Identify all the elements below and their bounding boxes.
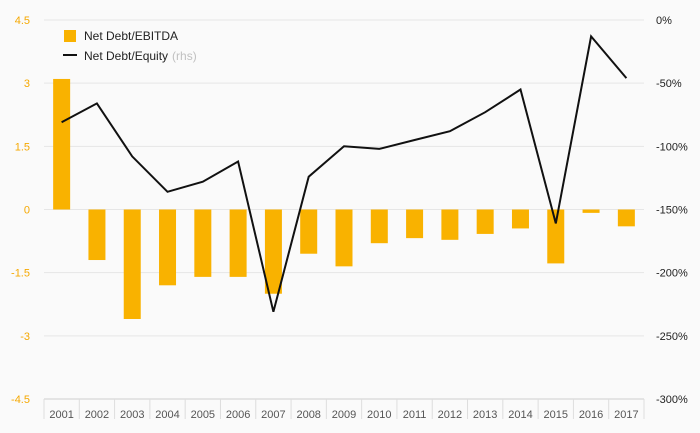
legend-label-equity: Net Debt/Equity — [84, 49, 168, 63]
x-tick-label: 2013 — [473, 409, 497, 421]
y-right-tick-label: -150% — [656, 205, 688, 217]
x-tick-label: 2008 — [296, 409, 320, 421]
y-right-tick-label: -250% — [656, 331, 688, 343]
y-left-tick-label: 0 — [24, 205, 30, 217]
x-tick-label: 2010 — [367, 409, 391, 421]
legend-bar-swatch — [64, 30, 76, 42]
y-right-tick-label: 0% — [656, 15, 672, 27]
axis-layer: 4.5 3 1.5 0 -1.5 -3 -4.5 0% -50% -100% -150% -200% -… — [11, 15, 688, 421]
bar-2015 — [547, 209, 565, 264]
x-tick-label: 2007 — [261, 409, 285, 421]
bar-layer — [53, 78, 635, 319]
y-right-tick-label: -300% — [656, 394, 688, 406]
bar-2003 — [123, 209, 141, 319]
legend-label-ebitda: Net Debt/EBITDA — [84, 29, 178, 43]
x-tick-label: 2004 — [155, 409, 179, 421]
x-tick-label: 2009 — [332, 409, 356, 421]
x-tick-label: 2011 — [403, 409, 427, 421]
bar-2005 — [194, 209, 212, 277]
x-tick-label: 2006 — [226, 409, 250, 421]
legend-label-equity-group: Net Debt/Equity (rhs) — [84, 49, 197, 63]
legend-note-rhs: (rhs) — [172, 49, 197, 63]
y-left-tick-label: 1.5 — [15, 141, 30, 153]
bar-2012 — [441, 209, 459, 240]
bar-2010 — [370, 209, 388, 244]
x-tick-label: 2016 — [579, 409, 603, 421]
bar-2011 — [406, 209, 424, 239]
legend: Net Debt/EBITDA Net Debt/Equity (rhs) — [63, 29, 197, 63]
y-right-tick-label: -200% — [656, 268, 688, 280]
bar-2009 — [335, 209, 353, 267]
bar-2006 — [229, 209, 247, 277]
bar-2013 — [476, 209, 494, 234]
y-right-tick-label: -50% — [656, 78, 682, 90]
x-tick-label: 2017 — [614, 409, 638, 421]
x-tick-label: 2003 — [120, 409, 144, 421]
bar-2002 — [88, 209, 106, 261]
y-left-tick-label: -3 — [20, 331, 30, 343]
x-tick-label: 2015 — [544, 409, 568, 421]
bar-2014 — [511, 209, 529, 229]
bar-2017 — [617, 209, 635, 227]
y-left-tick-label: -4.5 — [11, 394, 30, 406]
y-right-tick-label: -100% — [656, 141, 688, 153]
y-left-tick-label: 3 — [24, 78, 30, 90]
x-tick-label: 2012 — [438, 409, 462, 421]
x-tick-label: 2005 — [191, 409, 215, 421]
y-left-tick-label: -1.5 — [11, 268, 30, 280]
line-net-debt-equity — [61, 34, 628, 313]
bar-2007 — [264, 209, 282, 294]
bar-2016 — [582, 209, 600, 213]
x-tick-label: 2001 — [49, 409, 73, 421]
y-left-tick-label: 4.5 — [15, 15, 30, 27]
x-tick-label: 2014 — [508, 409, 532, 421]
x-tick-label: 2002 — [85, 409, 109, 421]
bar-2008 — [300, 209, 318, 254]
line-layer — [61, 34, 628, 313]
bar-2001 — [53, 78, 71, 210]
bar-2004 — [159, 209, 177, 286]
